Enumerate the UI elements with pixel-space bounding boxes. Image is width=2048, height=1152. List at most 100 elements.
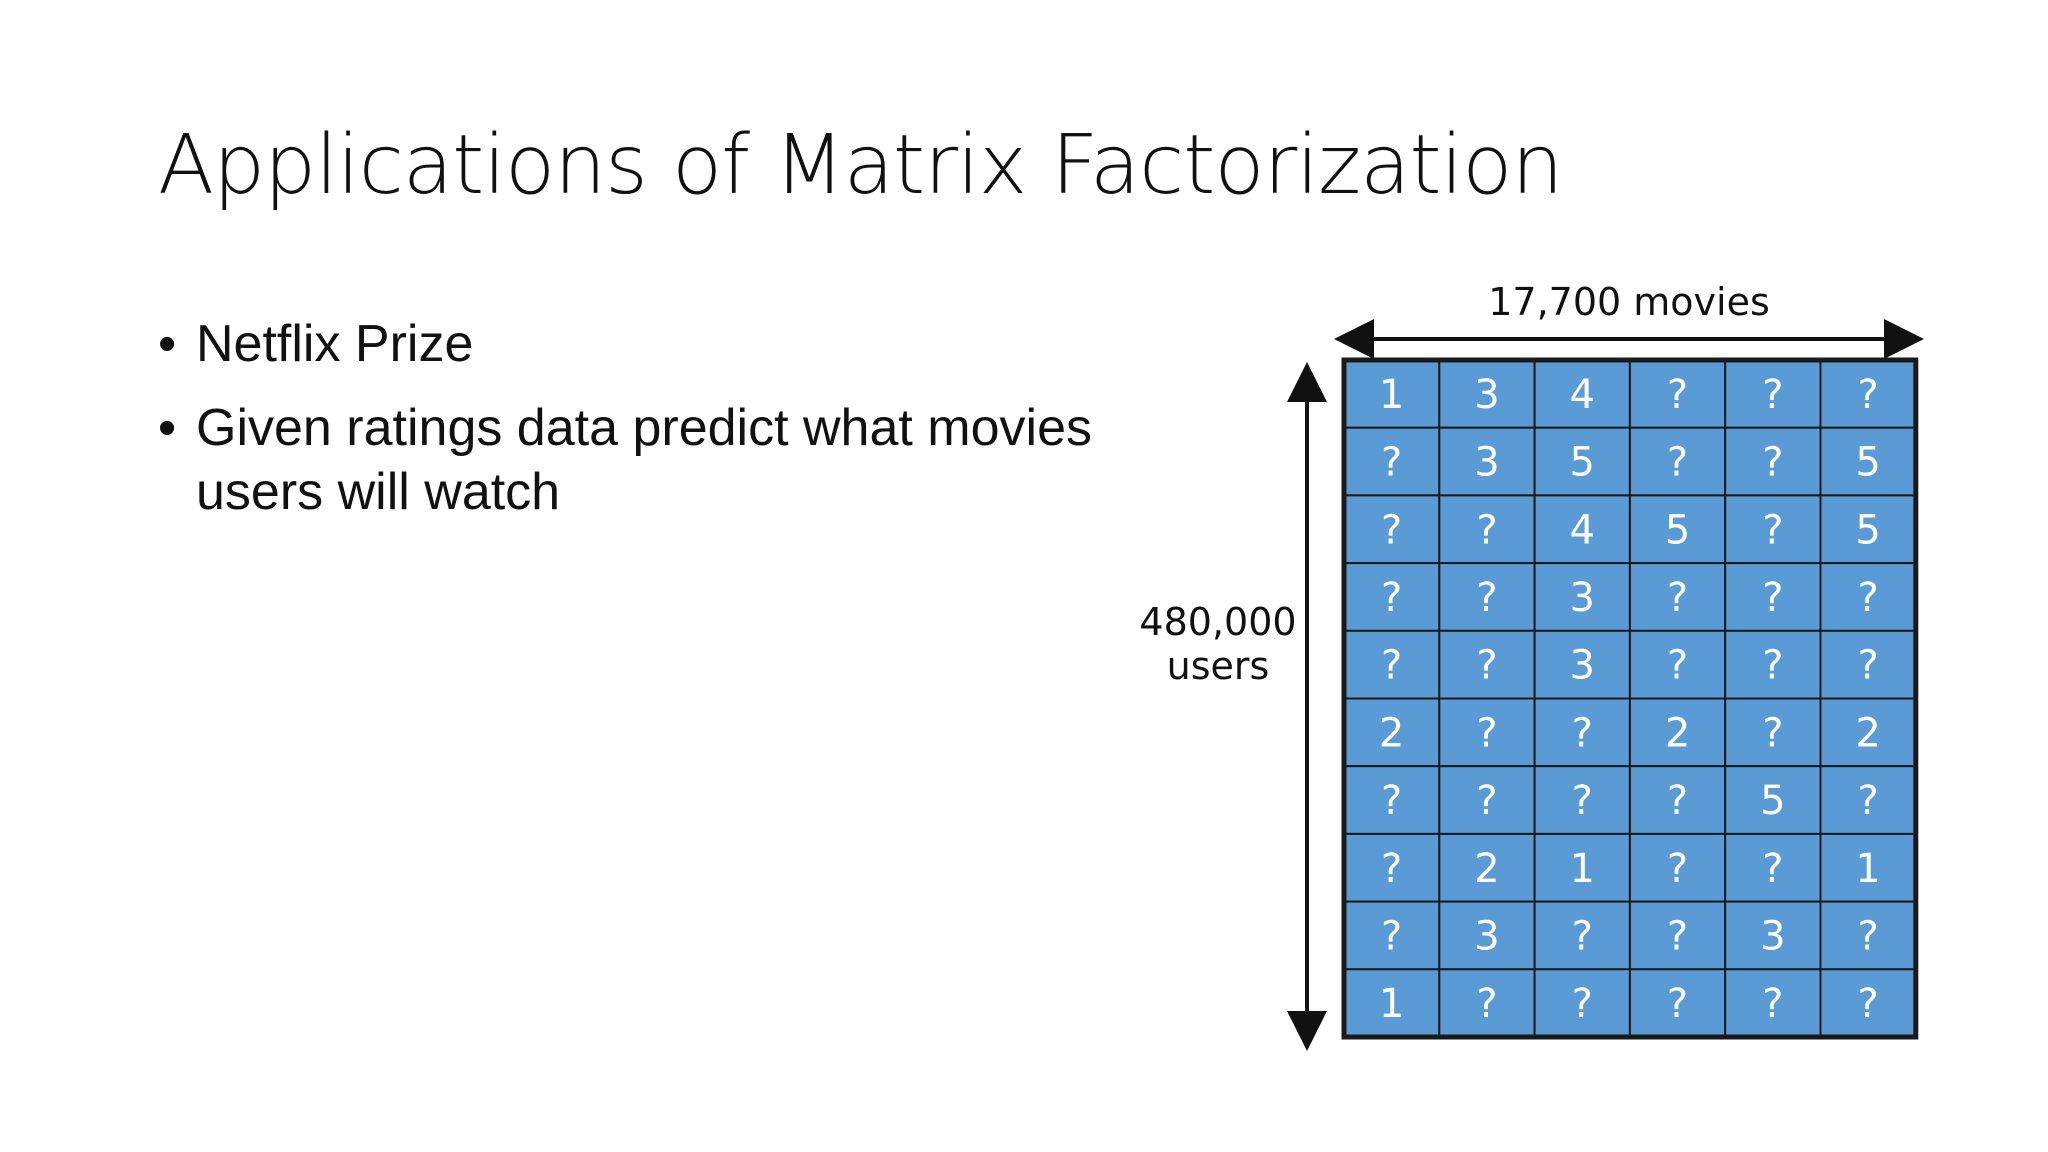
bullet-dot: • [158,399,177,457]
matrix-cell-value: ? [1381,778,1402,824]
matrix-cell [1438,900,1536,971]
matrix-cell-value: ? [1762,643,1783,689]
matrix-cell-value: ? [1667,372,1688,418]
matrix-cell-value: ? [1762,372,1783,418]
matrix-cell [1819,359,1917,429]
matrix-cell-value: 2 [1855,710,1880,756]
slide-title: Applications of Matrix Factorization [158,118,1563,213]
matrix-cell-value: 4 [1570,507,1595,553]
matrix-border [1341,357,1919,1040]
ratings-grid: 1 3 4???? 3 5?? 5?? 4 5? 5?? 3????? 3?? ? 2?? 2? 2????… [1341,357,1919,1040]
matrix-cell [1819,494,1917,565]
matrix-cell [1819,697,1917,768]
matrix-cell-value: ? [1667,778,1688,824]
matrix-cell [1438,765,1536,835]
matrix-cell-value: ? [1858,981,1879,1027]
matrix-cell-value: 4 [1570,372,1595,418]
movies-label: 17,700 movies [1488,280,1770,324]
users-label: users [1167,644,1270,688]
matrix-cell-value: ? [1476,710,1497,756]
matrix-cell-value: 1 [1570,846,1595,892]
matrix-cell [1628,494,1727,565]
matrix-cell-value: ? [1476,778,1497,824]
matrix-cell-value: ? [1381,507,1402,553]
matrix-cell-value: ? [1858,778,1879,824]
matrix-cell [1438,426,1536,497]
matrix-cell-value: ? [1762,981,1783,1027]
matrix-cell-value: ? [1381,913,1402,959]
matrix-cell-value: 3 [1570,575,1595,621]
matrix-cell-value: 3 [1570,643,1595,689]
matrix-cell-value: ? [1381,440,1402,486]
matrix-cell [1343,562,1441,632]
matrix-cell-value: ? [1667,913,1688,959]
matrix-cell-value: ? [1476,507,1497,553]
matrix-cell-value: ? [1667,981,1688,1027]
matrix-cell-value: 5 [1855,440,1880,486]
matrix-cell-value: 1 [1855,846,1880,892]
matrix-cell-value: ? [1667,846,1688,892]
matrix-cell [1533,494,1631,565]
matrix-cell-value: 5 [1855,507,1880,553]
matrix-cell-value: 2 [1665,710,1690,756]
matrix-cell [1628,900,1727,971]
bullet-item: • Netflix Prize [158,312,1198,376]
matrix-cell-value: 3 [1474,913,1499,959]
matrix-cell-value: ? [1858,372,1879,418]
matrix-cell-value: 1 [1379,981,1404,1027]
matrix-cell [1724,494,1822,565]
matrix-cell [1438,359,1536,429]
matrix-cell [1533,629,1631,700]
bullet-text: Given ratings data predict what movies u… [196,399,1092,521]
matrix-cell [1724,562,1822,632]
matrix-cell-value: ? [1381,846,1402,892]
matrix-cell [1628,359,1727,429]
matrix-cell [1819,426,1917,497]
matrix-cell [1533,968,1631,1038]
matrix-cell [1628,426,1727,497]
matrix-cell-value: ? [1762,710,1783,756]
matrix-cell-value: ? [1858,913,1879,959]
matrix-cell [1533,900,1631,971]
matrix-cell [1438,832,1536,903]
matrix-cell-value: ? [1858,575,1879,621]
bullet-list: • Netflix Prize • Given ratings data pre… [158,312,1198,544]
matrix-cell-value: 3 [1474,440,1499,486]
bullet-item: • Given ratings data predict what movies… [158,396,1198,524]
matrix-cell-value: 5 [1570,440,1595,486]
matrix-cell [1819,765,1917,835]
matrix-cell [1343,629,1441,700]
matrix-cell-value: ? [1476,575,1497,621]
matrix-cell-value: ? [1572,778,1593,824]
matrix-cell-value: ? [1762,846,1783,892]
matrix-cell-value: 5 [1760,778,1785,824]
matrix-cell-value: ? [1858,643,1879,689]
matrix-cell-value: ? [1476,981,1497,1027]
matrix-cell-value: ? [1667,575,1688,621]
matrix-cell-value: ? [1762,575,1783,621]
matrix-cell-value: ? [1381,643,1402,689]
matrix-cell-value: ? [1762,507,1783,553]
matrix-cell-value: 1 [1379,372,1404,418]
matrix-cell [1819,562,1917,632]
matrix-cell-value: ? [1381,575,1402,621]
matrix-cell-value: ? [1572,710,1593,756]
matrix-cell [1533,832,1631,903]
matrix-cell-value: 2 [1474,846,1499,892]
matrix-cell [1438,494,1536,565]
matrix-cell-value: ? [1667,440,1688,486]
matrix-cell-value: ? [1476,643,1497,689]
matrix-cell-value: ? [1667,643,1688,689]
matrix-cell-value: ? [1762,440,1783,486]
matrix-cell [1819,968,1917,1038]
matrix-cell [1724,832,1822,903]
matrix-cell-value: ? [1572,913,1593,959]
bullet-dot: • [158,315,177,373]
matrix-cell [1533,697,1631,768]
matrix-cell-value: 2 [1379,710,1404,756]
users-count-label: 480,000 [1139,600,1296,644]
matrix-cell [1438,697,1536,768]
bullet-text: Netflix Prize [196,315,474,373]
